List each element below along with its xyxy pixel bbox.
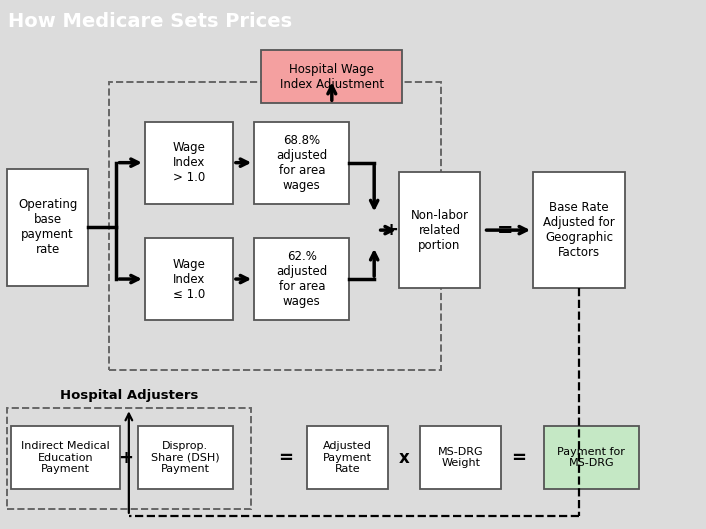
Text: Wage
Index
≤ 1.0: Wage Index ≤ 1.0 bbox=[172, 258, 205, 300]
Text: x: x bbox=[398, 449, 409, 467]
FancyBboxPatch shape bbox=[399, 172, 480, 288]
FancyBboxPatch shape bbox=[420, 426, 501, 489]
FancyBboxPatch shape bbox=[11, 426, 120, 489]
Text: Payment for
MS-DRG: Payment for MS-DRG bbox=[557, 447, 626, 468]
Text: +: + bbox=[383, 221, 398, 239]
Text: Disprop.
Share (DSH)
Payment: Disprop. Share (DSH) Payment bbox=[151, 441, 220, 474]
FancyBboxPatch shape bbox=[254, 122, 349, 204]
Text: 62.%
adjusted
for area
wages: 62.% adjusted for area wages bbox=[276, 250, 328, 308]
Text: =: = bbox=[496, 221, 513, 240]
Bar bbox=[109, 82, 441, 370]
Text: 68.8%
adjusted
for area
wages: 68.8% adjusted for area wages bbox=[276, 134, 328, 191]
FancyBboxPatch shape bbox=[7, 169, 88, 286]
Text: =: = bbox=[278, 449, 294, 467]
Bar bbox=[7, 408, 251, 509]
Text: Hospital Wage
Index Adjustment: Hospital Wage Index Adjustment bbox=[280, 63, 384, 90]
FancyBboxPatch shape bbox=[533, 172, 625, 288]
Text: Hospital Adjusters: Hospital Adjusters bbox=[60, 389, 198, 402]
FancyBboxPatch shape bbox=[145, 122, 233, 204]
Text: Adjusted
Payment
Rate: Adjusted Payment Rate bbox=[323, 441, 372, 474]
FancyBboxPatch shape bbox=[138, 426, 233, 489]
FancyBboxPatch shape bbox=[254, 238, 349, 320]
Text: Wage
Index
> 1.0: Wage Index > 1.0 bbox=[172, 141, 205, 184]
FancyBboxPatch shape bbox=[544, 426, 639, 489]
Text: Base Rate
Adjusted for
Geographic
Factors: Base Rate Adjusted for Geographic Factor… bbox=[543, 201, 615, 259]
FancyBboxPatch shape bbox=[307, 426, 388, 489]
Text: +: + bbox=[118, 449, 133, 467]
FancyBboxPatch shape bbox=[261, 50, 402, 103]
Text: Non-labor
related
portion: Non-labor related portion bbox=[410, 208, 469, 252]
FancyBboxPatch shape bbox=[145, 238, 233, 320]
Text: Indirect Medical
Education
Payment: Indirect Medical Education Payment bbox=[21, 441, 109, 474]
Text: How Medicare Sets Prices: How Medicare Sets Prices bbox=[8, 12, 292, 31]
Text: Operating
base
payment
rate: Operating base payment rate bbox=[18, 198, 78, 257]
Text: =: = bbox=[511, 449, 527, 467]
Text: MS-DRG
Weight: MS-DRG Weight bbox=[438, 447, 484, 468]
